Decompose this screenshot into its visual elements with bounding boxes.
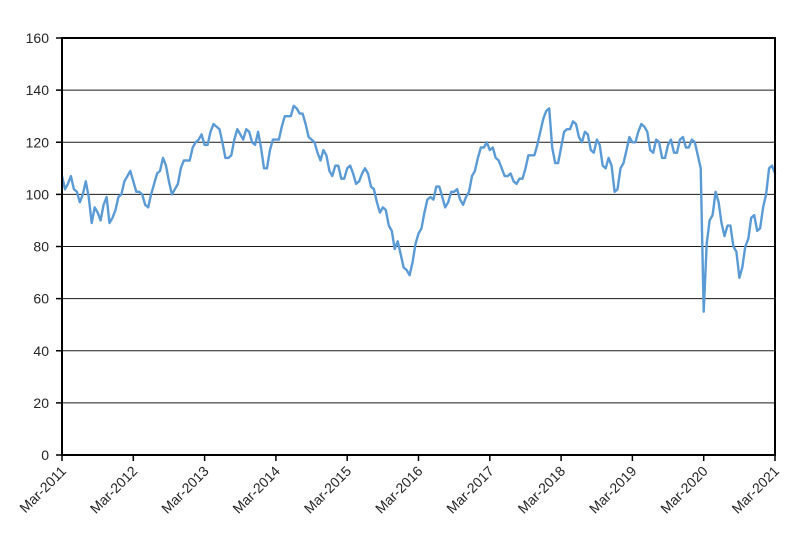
x-tick-label: Mar-2017 (443, 463, 497, 517)
y-tick-label: 40 (33, 343, 49, 359)
x-tick-label: Mar-2011 (16, 463, 69, 516)
y-tick-label: 160 (26, 30, 50, 46)
tick-marks (56, 37, 776, 461)
x-tick-label: Mar-2018 (515, 463, 569, 517)
x-tick-label: Mar-2012 (87, 463, 141, 517)
x-axis-labels: Mar-2011 Mar-2012 Mar-2013 Mar-2014 Mar-2015… (16, 463, 782, 517)
data-series (60, 104, 777, 313)
y-tick-label: 20 (33, 395, 49, 411)
series-line (60, 104, 777, 313)
x-tick-label: Mar-2021 (728, 463, 782, 517)
x-tick-label: Mar-2013 (158, 463, 212, 517)
x-tick-label: Mar-2020 (657, 463, 711, 517)
y-tick-label: 60 (33, 291, 49, 307)
gridlines (62, 89, 775, 404)
y-tick-label: 100 (26, 186, 50, 202)
x-tick-label: Mar-2019 (586, 463, 640, 517)
y-tick-label: 140 (26, 82, 50, 98)
y-axis-labels: 0 20 40 60 80 100 120 140 160 (26, 30, 50, 463)
x-tick-label: Mar-2015 (301, 463, 355, 517)
y-tick-label: 80 (33, 239, 49, 255)
y-tick-label: 0 (41, 447, 49, 463)
x-tick-label: Mar-2016 (372, 463, 426, 517)
x-tick-label: Mar-2014 (229, 463, 283, 517)
y-tick-label: 120 (26, 134, 50, 150)
